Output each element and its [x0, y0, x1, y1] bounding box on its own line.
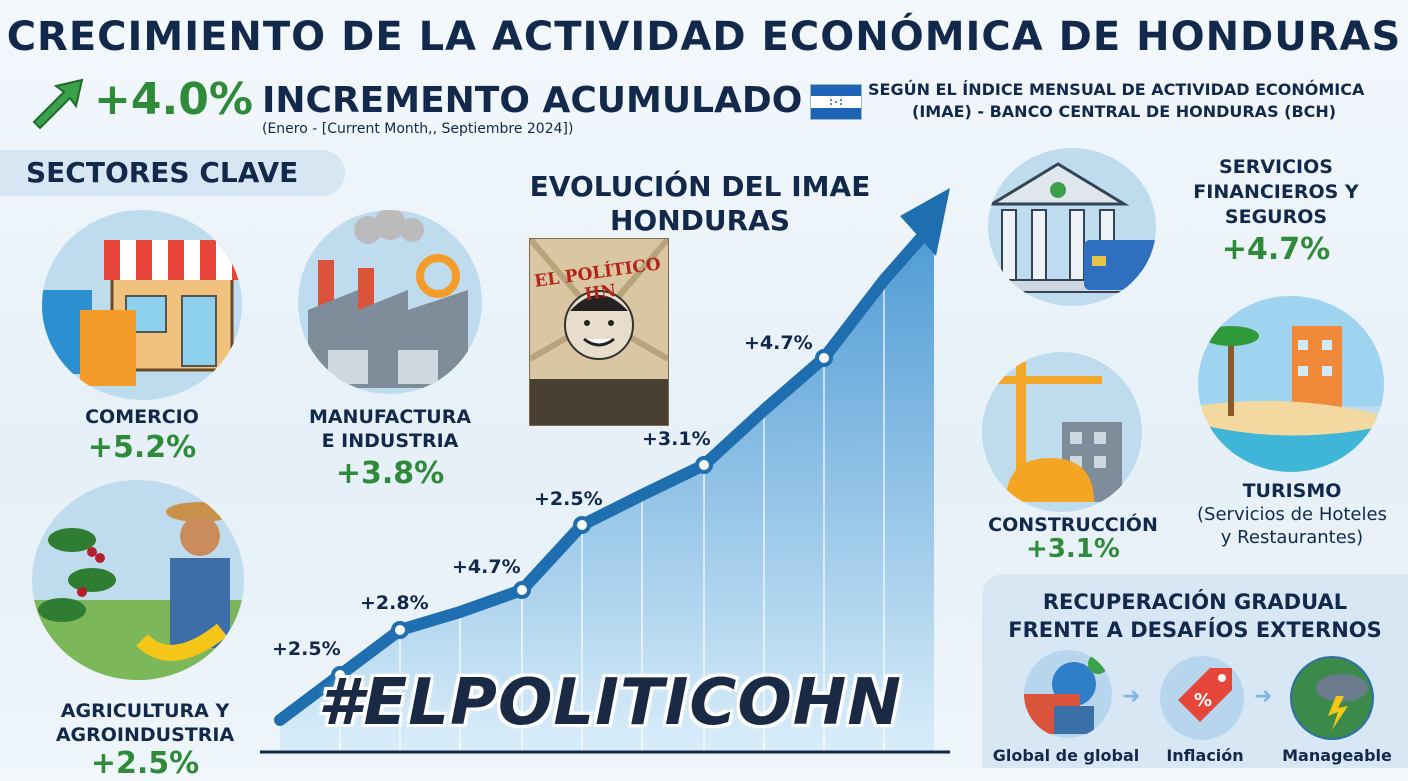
panel-label-global: Global de global — [992, 746, 1140, 765]
chart-title-line-2: HONDURAS — [609, 204, 791, 237]
period-text: (Enero - [Current Month,, Septiembre 202… — [262, 121, 574, 137]
chart-label-1: +2.5% — [272, 638, 341, 660]
tourism-illustration — [1198, 296, 1384, 472]
honduras-flag-icon — [810, 84, 862, 120]
el-politico-poster: EL POLÍTICO HN — [529, 238, 669, 426]
sector-turismo-name: TURISMO — [1242, 480, 1342, 502]
sector-manufactura-name-1: MANUFACTURA — [308, 406, 472, 428]
inflation-tag-icon: % — [1160, 656, 1244, 740]
chart-point-2 — [391, 621, 409, 639]
sector-comercio-name: COMERCIO — [85, 406, 199, 428]
chart-point-6 — [815, 349, 833, 367]
chart-line — [274, 224, 934, 726]
panel-arrow-icon-2: ➜ — [1254, 684, 1273, 709]
farmer-illustration — [32, 480, 244, 680]
chart-label-6: +4.7% — [744, 332, 813, 354]
store-illustration — [42, 210, 242, 400]
panel-label-manageable: Manageable — [1282, 746, 1392, 765]
chart-label-2: +2.8% — [360, 592, 429, 614]
chart-label-5: +3.1% — [642, 428, 711, 450]
hashtag-watermark: #ELPOLITICOHN — [318, 666, 902, 740]
construction-icon — [992, 362, 1122, 502]
sector-financieros-name-3: SEGUROS — [1224, 206, 1328, 228]
sector-manufactura-pct: +3.8% — [335, 456, 445, 491]
sectors-heading: SECTORES CLAVE — [0, 150, 345, 196]
sector-turismo-sub-2: y Restaurantes) — [1220, 527, 1364, 548]
poster-illustration — [530, 239, 668, 425]
chart-label-3: +4.7% — [452, 556, 521, 578]
sector-agricultura-name-2: AGROINDUSTRIA — [55, 724, 235, 746]
chart-point-4 — [573, 516, 591, 534]
source-line-1: SEGÚN EL ÍNDICE MENSUAL DE ACTIVIDAD ECO… — [868, 80, 1365, 99]
sector-agricultura-pct: +2.5% — [90, 746, 200, 781]
chart-point-1 — [331, 666, 349, 684]
sector-turismo-sub-1: (Servicios de Hoteles — [1197, 504, 1387, 525]
panel-title: RECUPERACIÓN GRADUAL FRENTE A DESAFÍOS E… — [982, 588, 1408, 644]
increment-label: INCREMENTO ACUMULADO — [262, 80, 803, 121]
chart-point-3 — [513, 581, 531, 599]
bank-illustration — [988, 148, 1156, 306]
store-icon — [42, 240, 240, 386]
sector-construccion-name: CONSTRUCCIÓN — [988, 514, 1158, 536]
chart-arrowhead-icon — [900, 188, 950, 256]
panel-label-inflacion: Inflación — [1166, 746, 1244, 765]
sector-manufactura-name-2: E INDUSTRIA — [321, 430, 459, 452]
panel-arrow-icon-1: ➜ — [1122, 684, 1141, 709]
panel-title-line-1: RECUPERACIÓN GRADUAL — [1042, 590, 1348, 614]
sector-financieros-name-1: SERVICIOS — [1219, 156, 1333, 178]
sector-financieros-pct: +4.7% — [1221, 232, 1331, 267]
chart-point-5 — [695, 456, 713, 474]
sector-agricultura-name-1: AGRICULTURA Y — [60, 700, 230, 722]
source-line-2: (IMAE) - BANCO CENTRAL DE HONDURAS (BCH) — [912, 102, 1337, 121]
hotel-beach-icon — [1198, 296, 1384, 472]
sector-construccion-pct: +3.1% — [1026, 534, 1120, 564]
factory-illustration — [298, 210, 482, 394]
imae-area-chart — [260, 188, 950, 754]
construction-illustration — [982, 352, 1142, 512]
green-arrow-up-icon — [32, 78, 84, 130]
global-trade-icon — [1024, 650, 1112, 738]
storm-globe-icon — [1290, 656, 1374, 740]
panel-title-line-2: FRENTE A DESAFÍOS EXTERNOS — [1008, 618, 1382, 642]
farmer-icon — [32, 502, 244, 680]
chart-title: EVOLUCIÓN DEL IMAE HONDURAS — [500, 170, 900, 238]
chart-label-4: +2.5% — [534, 488, 603, 510]
svg-text:%: % — [1194, 690, 1212, 711]
increment-value: +4.0% — [94, 74, 253, 125]
chart-title-line-1: EVOLUCIÓN DEL IMAE — [529, 170, 871, 203]
sector-financieros-name-2: FINANCIEROS Y — [1193, 181, 1359, 203]
bank-icon — [988, 162, 1156, 293]
sector-comercio-pct: +5.2% — [87, 430, 197, 465]
factory-icon — [308, 210, 468, 388]
page-title: CRECIMIENTO DE LA ACTIVIDAD ECONÓMICA DE… — [6, 14, 1402, 60]
